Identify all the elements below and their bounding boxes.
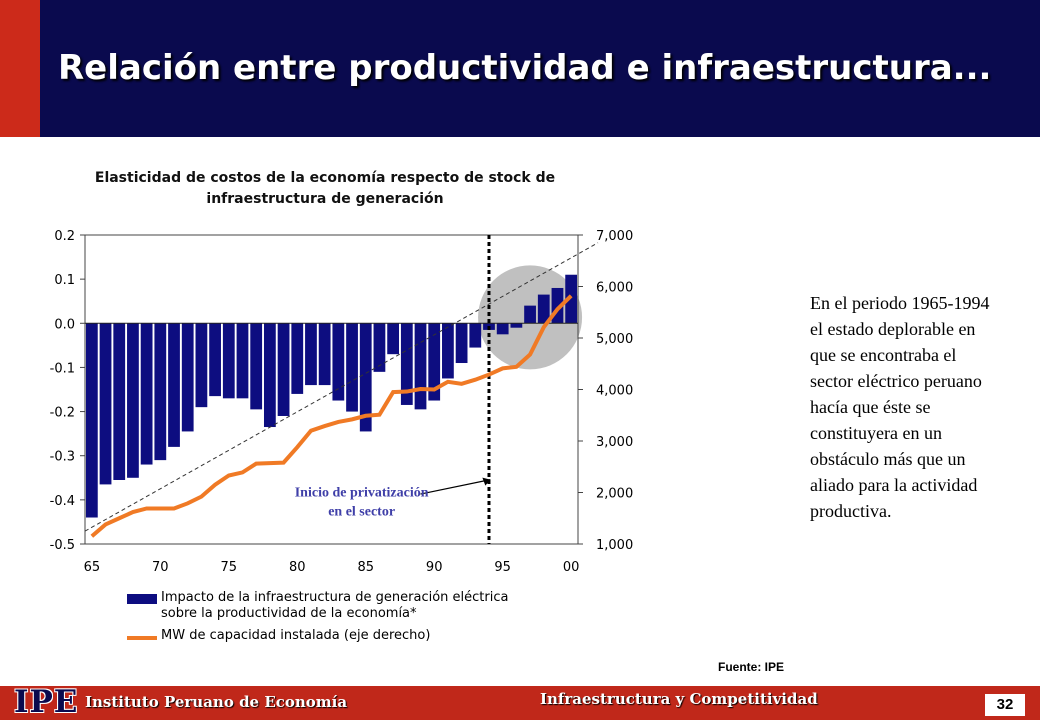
bar-1971 [168, 323, 180, 447]
chart-legend: Impacto de la infraestructura de generac… [127, 590, 521, 650]
annotation-arrowhead [482, 477, 491, 486]
bar-1987 [387, 323, 400, 355]
footer-bar [0, 686, 1040, 720]
bar-1988 [400, 323, 413, 405]
left-tick-label: 0.2 [54, 229, 75, 244]
chart-title: Elasticidad de costos de la economía res… [94, 170, 556, 207]
header-bar [0, 0, 1040, 137]
bar-1969 [140, 323, 153, 465]
bar-1990 [428, 323, 441, 401]
x-tick-label: 80 [289, 560, 306, 575]
bar-1986 [373, 323, 386, 372]
bar-1980 [291, 323, 304, 394]
bar-1982 [318, 323, 331, 386]
x-tick-label: 65 [84, 560, 101, 575]
bar-1979 [277, 323, 290, 416]
left-tick-label: 0.1 [54, 273, 75, 288]
left-tick-label: -0.3 [50, 450, 75, 465]
bar-1995 [496, 323, 509, 335]
elasticity-chart: 0.2 0.1 0.0 -0.1 -0.2 -0.3 -0.4 -0.5 7,000 6,000 5… [50, 229, 634, 575]
right-tick-label: 3,000 [596, 435, 633, 450]
right-tick-label: 2,000 [596, 487, 633, 502]
right-tick-label: 5,000 [596, 332, 633, 347]
bar-1976 [236, 323, 249, 399]
right-tick-label: 7,000 [596, 229, 633, 244]
ipe-logo: IPE [14, 684, 79, 720]
x-tick-label: 75 [221, 560, 238, 575]
left-tick-label: 0.0 [54, 317, 75, 332]
bar-2000 [565, 274, 578, 324]
bar-1970 [154, 323, 167, 461]
bar-1996 [510, 323, 523, 328]
bar-1997 [524, 305, 536, 324]
bar-1985 [359, 323, 372, 432]
left-tick-label: -0.1 [50, 361, 75, 376]
bar-1981 [305, 323, 317, 386]
bar-1978 [263, 323, 276, 428]
right-tick-label: 6,000 [596, 281, 633, 296]
source-note: Fuente: IPE [718, 660, 785, 674]
annotation-arrow [420, 479, 491, 495]
page-number: 32 [985, 694, 1025, 716]
footer-topic: Infraestructura y Competitividad [540, 690, 818, 708]
bar-1968 [127, 323, 139, 478]
left-tick-label: -0.4 [50, 494, 75, 509]
legend-item-line: MW de capacidad instalada (eje derecho) [127, 628, 521, 644]
bar-1975 [222, 323, 235, 399]
bar-1993 [469, 323, 482, 348]
annotation-text: en el sector [328, 505, 395, 520]
legend-swatch-line [127, 636, 157, 640]
bar-1965 [85, 323, 98, 518]
side-commentary: En el periodo 1965-1994 el estado deplor… [810, 293, 990, 521]
bar-1999 [551, 287, 564, 324]
capacity-line [90, 294, 573, 538]
legend-swatch-bars [127, 594, 157, 604]
legend-label-line: MW de capacidad instalada (eje derecho) [161, 628, 431, 643]
bar-1992 [455, 323, 468, 364]
annotation-text: Inicio de privatización [295, 486, 429, 501]
bar-1989 [414, 323, 427, 410]
header-accent [0, 0, 40, 137]
slide-title: Relación entre productividad e infraestr… [58, 48, 992, 88]
legend-label-bars: Impacto de la infraestructura de generac… [161, 590, 509, 621]
left-tick-label: -0.5 [50, 538, 75, 553]
bar-1984 [346, 323, 358, 412]
x-tick-label: 70 [152, 560, 169, 575]
trend-line [84, 242, 599, 532]
footer-organization: Instituto Peruano de Economía [85, 693, 348, 711]
x-tick-label: 00 [563, 560, 580, 575]
bar-1972 [181, 323, 194, 432]
bar-1977 [250, 323, 263, 410]
left-tick-label: -0.2 [50, 406, 75, 421]
bar-1974 [209, 323, 221, 397]
bar-1991 [442, 323, 454, 379]
bar-1973 [195, 323, 208, 408]
right-tick-label: 4,000 [596, 384, 633, 399]
x-tick-label: 85 [357, 560, 374, 575]
bar-1983 [332, 323, 345, 401]
bar-1966 [99, 323, 112, 485]
right-tick-label: 1,000 [596, 538, 633, 553]
bar-1998 [537, 294, 550, 324]
x-tick-label: 90 [426, 560, 443, 575]
bar-1967 [113, 323, 126, 480]
legend-item-bars: Impacto de la infraestructura de generac… [127, 590, 521, 622]
x-tick-label: 95 [494, 560, 511, 575]
